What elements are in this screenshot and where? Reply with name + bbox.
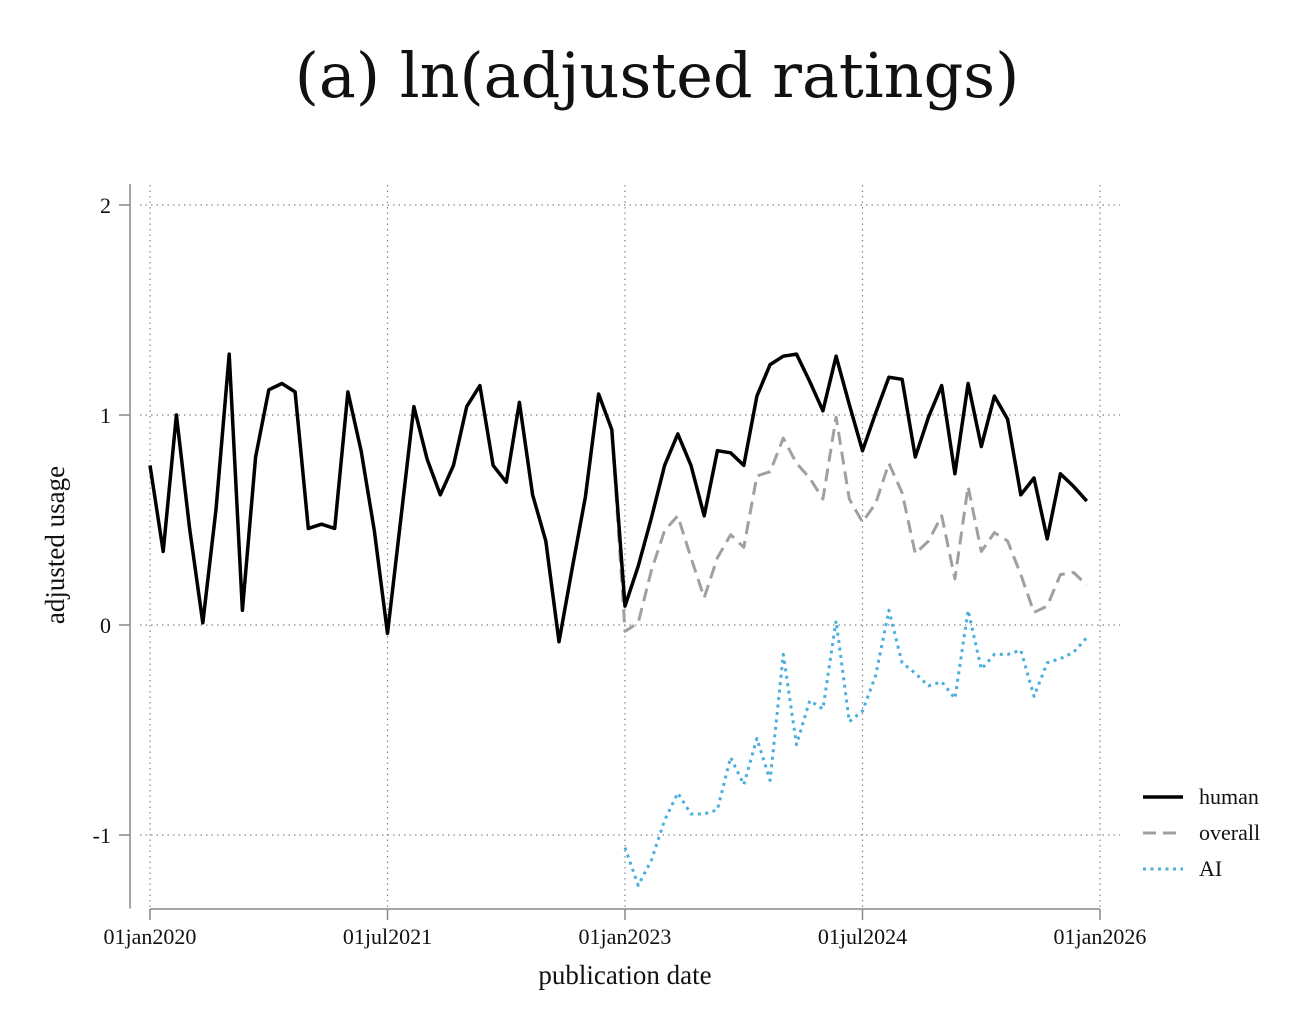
axes: 2 1 0 -1 01jan2020 01jul2021 01jan2023 01jul202… — [93, 184, 1147, 949]
y-axis-title: adjusted usage — [40, 466, 70, 624]
y-tick-label: 2 — [100, 193, 111, 218]
chart-title: (a) ln(adjusted ratings) — [295, 39, 1020, 112]
series-line-overall — [610, 415, 1088, 633]
grid — [140, 185, 1120, 909]
y-tick-label: 1 — [100, 403, 111, 428]
legend-label-ai: AI — [1199, 856, 1222, 881]
x-tick-label: 01jan2026 — [1054, 924, 1147, 949]
y-tick-label: -1 — [93, 823, 111, 848]
x-tick-label: 01jul2021 — [343, 924, 432, 949]
y-tick-label: 0 — [100, 613, 111, 638]
legend: human overall AI — [1143, 784, 1260, 881]
series-line-human — [148, 352, 1089, 644]
legend-label-overall: overall — [1199, 820, 1260, 845]
series-lines — [148, 352, 1089, 887]
series-line-ai — [623, 608, 1088, 887]
x-tick-label: 01jan2023 — [579, 924, 672, 949]
x-tick-label: 01jan2020 — [104, 924, 197, 949]
legend-label-human: human — [1199, 784, 1259, 809]
x-tick-label: 01jul2024 — [818, 924, 907, 949]
x-axis-title: publication date — [538, 960, 711, 990]
